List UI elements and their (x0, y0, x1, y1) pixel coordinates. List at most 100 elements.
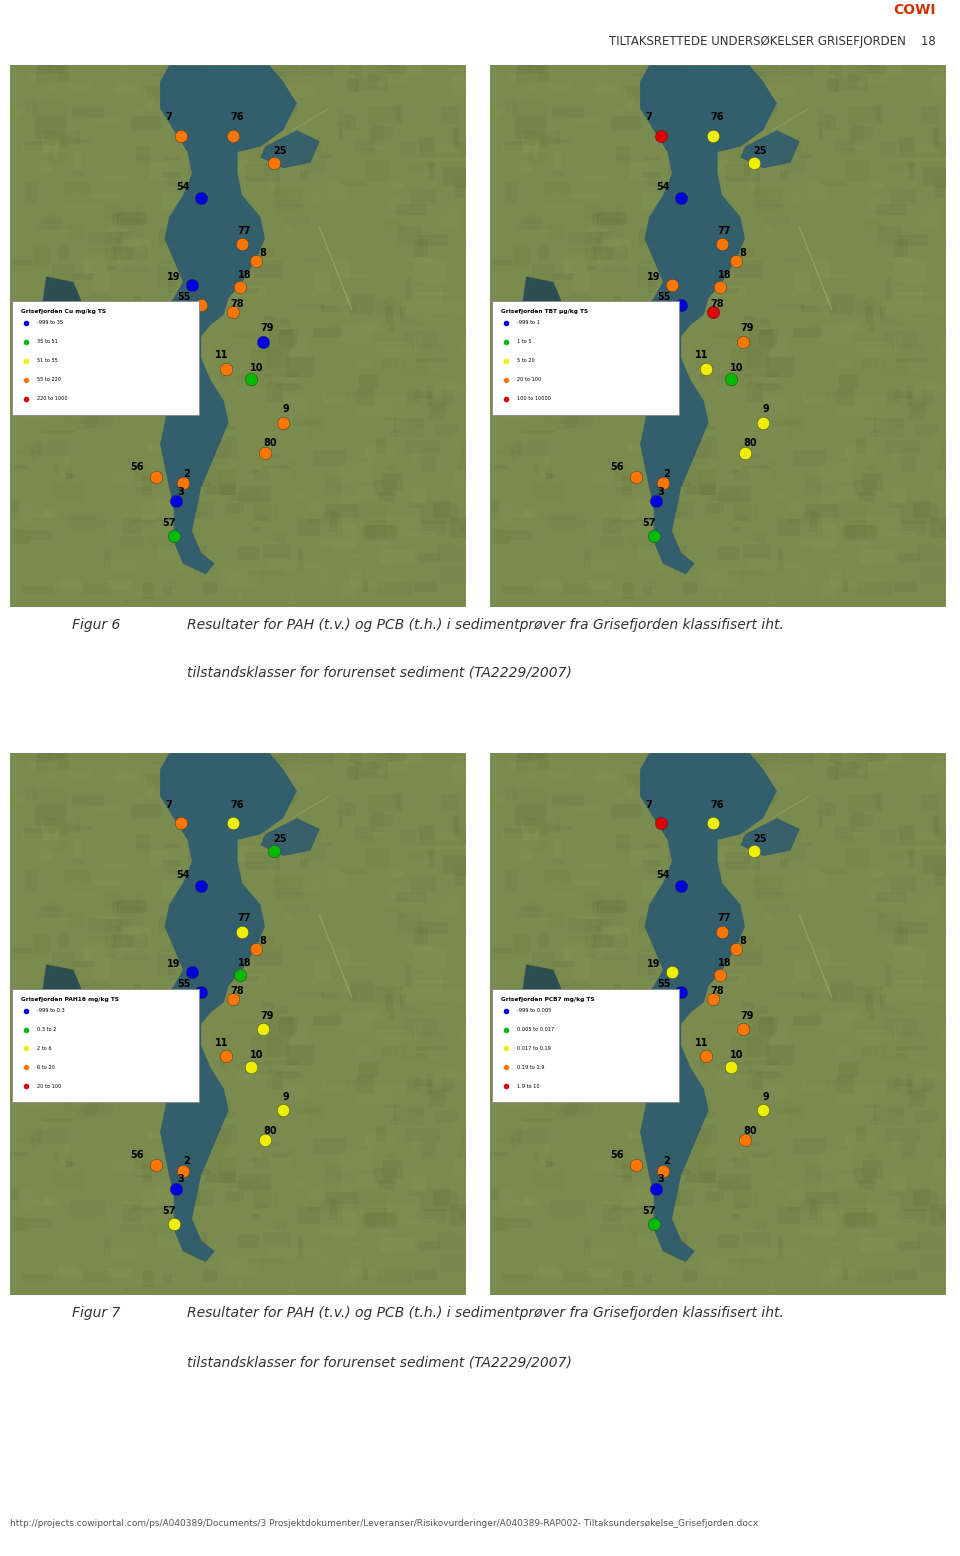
Bar (172, 1267, 179, 1285)
Bar (789, 733, 796, 753)
Text: -999 to 1: -999 to 1 (516, 321, 540, 325)
Text: 57: 57 (642, 1206, 656, 1215)
Bar (613, 1150, 628, 1169)
Bar (198, 251, 219, 254)
Bar (376, 521, 385, 541)
Bar (101, 916, 132, 920)
Bar (48, 750, 64, 761)
Bar (464, 467, 486, 482)
Bar (175, 797, 185, 809)
Bar (632, 761, 642, 764)
Bar (720, 943, 728, 951)
Bar (53, 1078, 79, 1094)
Bar (367, 447, 376, 464)
Bar (368, 106, 402, 124)
Bar (719, 487, 751, 503)
Bar (876, 415, 889, 436)
Bar (584, 247, 596, 261)
Bar (868, 194, 884, 210)
Bar (706, 420, 714, 437)
Bar (112, 215, 119, 226)
Bar (857, 345, 894, 349)
Bar (376, 299, 402, 316)
Bar (157, 1231, 182, 1248)
Bar (922, 106, 939, 123)
Bar (597, 451, 603, 468)
Bar (347, 79, 358, 92)
Bar (220, 373, 226, 383)
Bar (251, 350, 280, 370)
Bar (689, 285, 706, 294)
Bar (229, 1021, 258, 1025)
Bar (552, 1002, 564, 1005)
Bar (26, 433, 39, 443)
Bar (898, 235, 927, 246)
Bar (839, 520, 857, 526)
Bar (669, 543, 684, 549)
Bar (652, 879, 657, 884)
Bar (278, 383, 299, 386)
Bar (871, 1117, 881, 1120)
Bar (763, 82, 795, 98)
Bar (758, 1018, 777, 1035)
Bar (464, 1155, 486, 1170)
Bar (163, 157, 179, 160)
Bar (430, 555, 441, 559)
Bar (172, 769, 197, 784)
Text: 3: 3 (178, 1175, 184, 1184)
Bar (516, 910, 552, 918)
Bar (938, 339, 960, 355)
Bar (513, 246, 530, 268)
Bar (293, 1103, 321, 1114)
Bar (188, 163, 204, 174)
Bar (443, 76, 472, 84)
Text: 9: 9 (762, 405, 769, 414)
Bar (273, 188, 303, 207)
Bar (112, 1159, 133, 1173)
Bar (414, 1268, 437, 1279)
Bar (33, 787, 66, 804)
Bar (350, 1259, 363, 1274)
Bar (128, 923, 142, 935)
Bar (18, 510, 51, 517)
Bar (855, 342, 892, 352)
Bar (657, 383, 684, 392)
Text: -999 to 0.005: -999 to 0.005 (516, 1008, 551, 1013)
Bar (304, 1249, 333, 1270)
Bar (504, 1130, 522, 1144)
Bar (565, 944, 587, 960)
Bar (69, 881, 74, 884)
Bar (649, 180, 675, 187)
Bar (756, 384, 783, 391)
Text: 1.9 to 10: 1.9 to 10 (516, 1085, 540, 1089)
Bar (709, 336, 717, 339)
Bar (614, 1175, 631, 1178)
Bar (589, 940, 607, 946)
Bar (658, 1053, 688, 1071)
Bar (340, 537, 373, 541)
Bar (658, 86, 689, 101)
Text: 8: 8 (259, 249, 266, 258)
Bar (376, 1268, 412, 1285)
Bar (863, 1153, 876, 1158)
Bar (349, 282, 385, 291)
Bar (104, 548, 110, 568)
Bar (732, 829, 746, 840)
Bar (378, 70, 408, 86)
Bar (790, 1192, 797, 1206)
Bar (147, 1127, 153, 1141)
Bar (462, 1131, 478, 1141)
Bar (733, 1018, 751, 1025)
Bar (161, 879, 183, 898)
Bar (733, 330, 751, 338)
Bar (406, 389, 420, 403)
Bar (30, 1218, 52, 1228)
Bar (148, 445, 170, 450)
Bar (708, 227, 713, 235)
Bar (612, 156, 633, 160)
Bar (717, 1061, 752, 1074)
Bar (552, 417, 563, 422)
Bar (374, 403, 394, 417)
Bar (206, 64, 213, 76)
Bar (884, 58, 901, 76)
